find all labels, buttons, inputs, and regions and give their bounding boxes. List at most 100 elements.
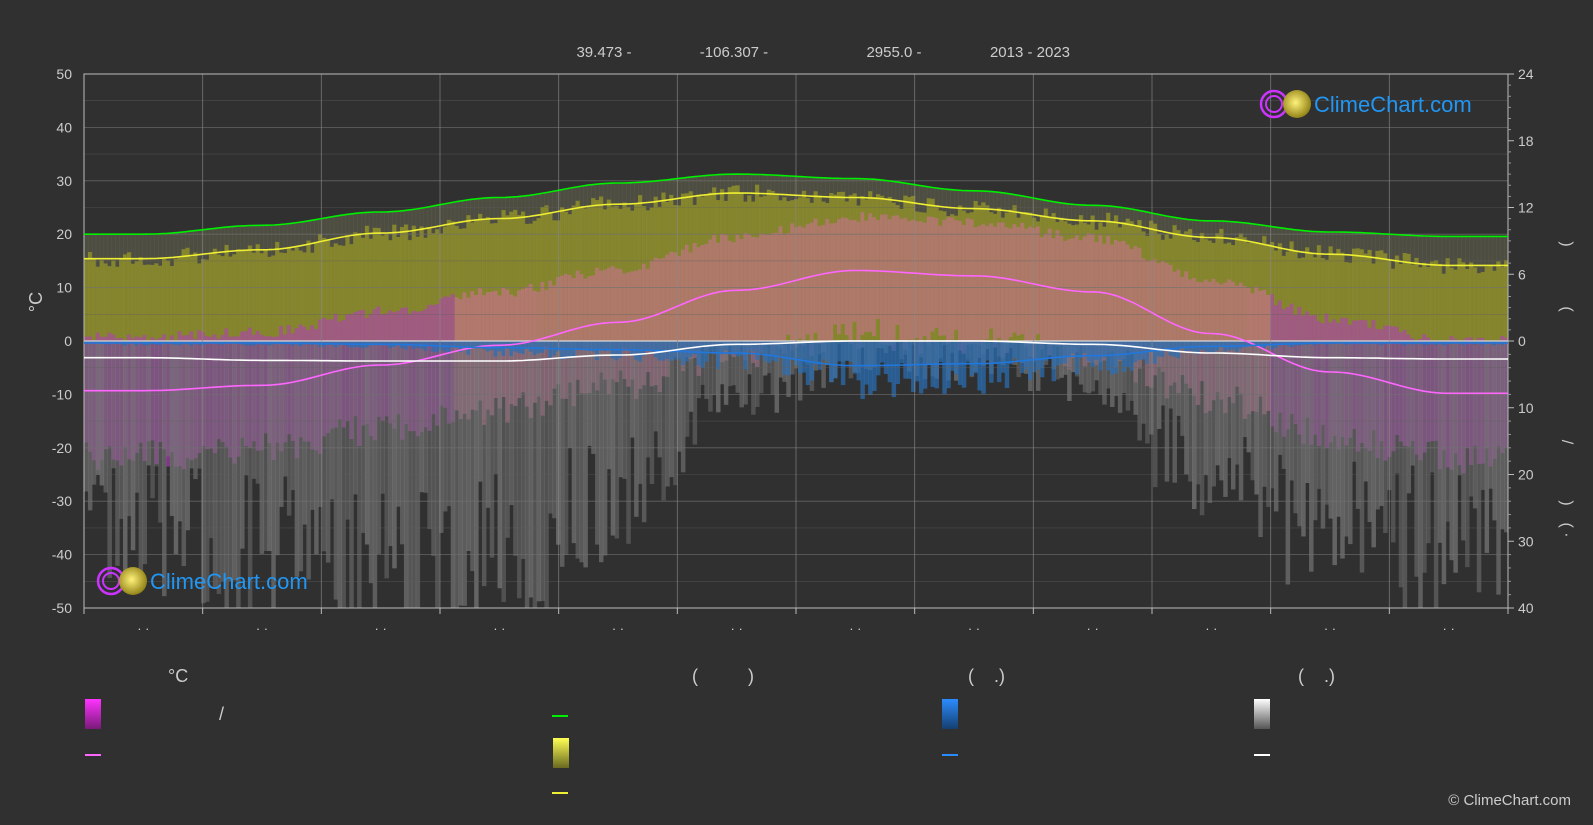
temp-range-day-bar [606, 267, 612, 395]
snow-day-bar [212, 341, 218, 588]
temp-range-day-bar [587, 276, 592, 394]
sunshine-day-bar [1390, 268, 1396, 341]
rain-day-bar [840, 341, 846, 386]
temp-range-day-bar [875, 219, 881, 320]
temp-range-day-bar [247, 327, 253, 448]
sunshine-day-bar [290, 250, 296, 341]
rain-day-bar [883, 341, 889, 375]
rain-day-bar [731, 341, 737, 355]
snow-day-bar [1285, 341, 1291, 585]
sunshine-day-bar [1250, 242, 1256, 341]
sunshine-day-bar [544, 205, 549, 341]
rain-day-bar [509, 341, 514, 357]
rain-day-bar [809, 341, 815, 381]
snow-day-bar [423, 341, 428, 493]
snow-day-bar [579, 341, 584, 563]
axes-layer: 50 40 30 20 10 0 -10 -20 -30 -40 -50 24 18 12 6 0 10 20 30… [52, 66, 1575, 636]
snow-day-bar [1328, 341, 1334, 519]
sunshine-day-bar [403, 224, 409, 341]
snow-day-bar [1152, 341, 1158, 488]
rain-day-bar [329, 341, 335, 345]
rain-day-bar [985, 341, 990, 361]
rain-day-bar [208, 341, 214, 343]
snow-day-bar [126, 341, 132, 517]
rain-day-bar [630, 341, 635, 356]
snow-day-bar [509, 341, 514, 506]
sunshine-day-bar [524, 223, 530, 341]
temp-range-day-bar [595, 267, 600, 391]
sunshine-day-bar [423, 237, 428, 341]
snow-day-bar [622, 341, 627, 479]
rain-day-bar [914, 341, 920, 382]
snow-day-bar [1094, 341, 1099, 381]
snow-day-bar [1500, 341, 1505, 530]
temp-range-day-bar [993, 226, 998, 348]
sunshine-day-bar [571, 205, 577, 341]
sunshine-day-bar [306, 240, 311, 341]
rain-day-bar [993, 341, 998, 364]
snow-day-bar [1149, 341, 1154, 435]
snow-day-bar [1344, 341, 1349, 537]
rain-day-bar [380, 341, 386, 346]
snow-day-bar [677, 341, 682, 452]
snow-day-bar [142, 341, 148, 565]
snow-day-bar [1348, 341, 1353, 545]
sunshine-day-bar [107, 266, 112, 341]
snow-day-bar [216, 341, 222, 594]
snow-day-bar [774, 341, 780, 413]
legend-temperature-slash: / [219, 704, 225, 724]
temp-range-day-bar [1152, 259, 1158, 376]
sunshine-day-bar [138, 257, 144, 341]
temp-range-day-bar [1035, 226, 1041, 335]
legend-sunshine-range-swatch [553, 738, 569, 768]
sunshine-day-bar [446, 219, 452, 341]
snow-day-bar [1312, 341, 1318, 521]
snow-day-bar [1289, 341, 1295, 481]
snow-day-bar [751, 341, 756, 415]
sunshine-day-bar [501, 210, 506, 341]
temp-range-day-bar [669, 251, 674, 361]
temp-range-day-bar [774, 232, 780, 347]
snow-day-bar [87, 341, 93, 511]
temp-range-day-bar [895, 215, 900, 326]
sunshine-day-bar [1344, 262, 1349, 341]
rain-day-bar [1180, 341, 1185, 348]
snow-day-bar [1234, 341, 1240, 465]
snow-day-bar [637, 341, 643, 484]
temp-range-day-bar [981, 224, 986, 355]
snow-day-bar [1422, 341, 1427, 573]
temp-range-day-bar [653, 257, 659, 386]
header-latitude: 39.473 - [576, 44, 631, 61]
temp-range-day-bar [911, 219, 916, 340]
sunshine-day-bar [1371, 263, 1376, 341]
temp-range-day-bar [942, 219, 947, 336]
snow-day-bar [1262, 341, 1267, 487]
rain-day-bar [1016, 341, 1021, 362]
rain-day-bar [1266, 341, 1271, 345]
temp-range-day-bar [969, 219, 975, 345]
rain-day-bar [481, 341, 487, 350]
sunshine-day-bar [392, 224, 397, 341]
rain-day-bar [1277, 341, 1283, 344]
legend-sun-header: ( ) [692, 666, 754, 686]
snow-day-bar [1176, 341, 1181, 416]
rain-day-bar [181, 341, 187, 343]
snow-day-bar [716, 341, 721, 413]
rain-day-bar [981, 341, 986, 394]
snow-day-bar [606, 341, 612, 470]
sunshine-day-bar [91, 258, 97, 341]
snow-day-bar [442, 341, 448, 512]
logo-sun-icon [119, 567, 147, 595]
rain-day-bar [1110, 341, 1115, 375]
temp-range-day-bar [634, 270, 639, 399]
temp-range-day-bar [973, 227, 979, 344]
sunshine-day-bar [458, 228, 464, 341]
left-axis-tick-label: -30 [52, 493, 72, 509]
rain-day-bar [712, 341, 717, 355]
temp-range-day-bar [1316, 320, 1322, 447]
rain-day-bar [95, 341, 101, 344]
sunshine-day-bar [1468, 262, 1474, 341]
rain-day-bar [314, 341, 319, 344]
snow-day-bar [1496, 341, 1501, 595]
rain-day-bar [130, 341, 136, 343]
